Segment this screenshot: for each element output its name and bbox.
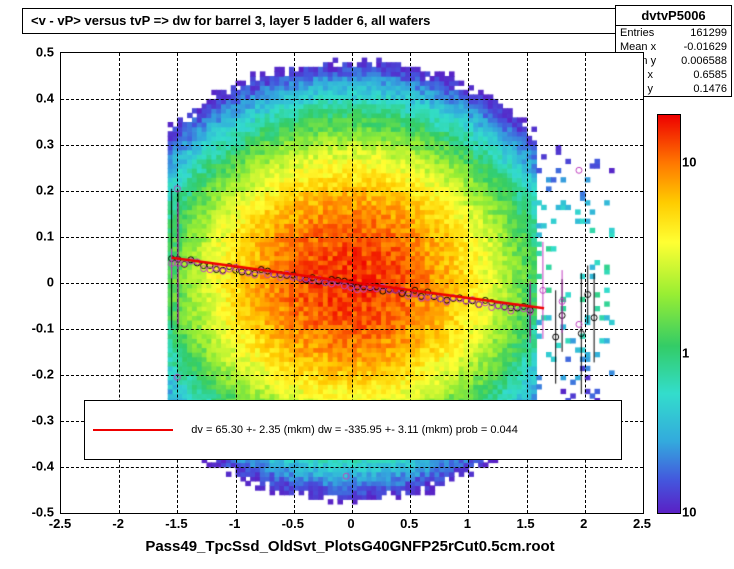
x-axis-label: Pass49_TpcSsd_OldSvt_PlotsG40GNFP25rCut0… [0, 538, 700, 555]
xtick-label: 0.5 [400, 516, 418, 531]
xtick-label: -0.5 [282, 516, 304, 531]
ytick-label: 0.5 [4, 45, 54, 60]
colorbar [657, 114, 681, 514]
stats-row: Entries 161299 [616, 26, 731, 40]
ytick-label: 0.4 [4, 91, 54, 106]
ytick-label: -0.2 [4, 367, 54, 382]
ytick-label: 0 [4, 275, 54, 290]
xtick-label: -1 [229, 516, 241, 531]
ytick-label: 0.3 [4, 137, 54, 152]
stats-value: 0.6585 [693, 69, 727, 81]
xtick-label: -1.5 [165, 516, 187, 531]
colorbar-tick-label: 10 [682, 505, 696, 520]
stats-label: Entries [620, 27, 654, 39]
stats-value: 0.006588 [681, 55, 727, 67]
xtick-label: -2 [112, 516, 124, 531]
plot-area: dv = 65.30 +- 2.35 (mkm) dw = -335.95 +-… [60, 52, 644, 514]
xtick-label: 2.5 [633, 516, 651, 531]
xtick-label: 1 [464, 516, 471, 531]
stats-value: 161299 [690, 27, 727, 39]
fit-results-box: dv = 65.30 +- 2.35 (mkm) dw = -335.95 +-… [84, 400, 621, 460]
ytick-label: 0.1 [4, 229, 54, 244]
ytick-label: -0.3 [4, 413, 54, 428]
stats-value: 0.1476 [693, 83, 727, 95]
xtick-label: -2.5 [49, 516, 71, 531]
ytick-label: 0.2 [4, 183, 54, 198]
figure-root: <v - vP> versus tvP => dw for barrel 3, … [0, 0, 734, 569]
plot-title: <v - vP> versus tvP => dw for barrel 3, … [22, 8, 617, 34]
ytick-label: -0.4 [4, 459, 54, 474]
ytick-label: -0.5 [4, 505, 54, 520]
xtick-label: 1.5 [517, 516, 535, 531]
ytick-label: -0.1 [4, 321, 54, 336]
stats-header: dvtvP5006 [616, 6, 731, 26]
colorbar-tick-label: 1 [682, 345, 689, 360]
xtick-label: 0 [347, 516, 354, 531]
fit-line-sample [93, 429, 173, 431]
stats-value: -0.01629 [684, 41, 727, 53]
fit-results-text: dv = 65.30 +- 2.35 (mkm) dw = -335.95 +-… [191, 424, 518, 436]
xtick-label: 2 [580, 516, 587, 531]
colorbar-tick-label: 10 [682, 154, 696, 169]
